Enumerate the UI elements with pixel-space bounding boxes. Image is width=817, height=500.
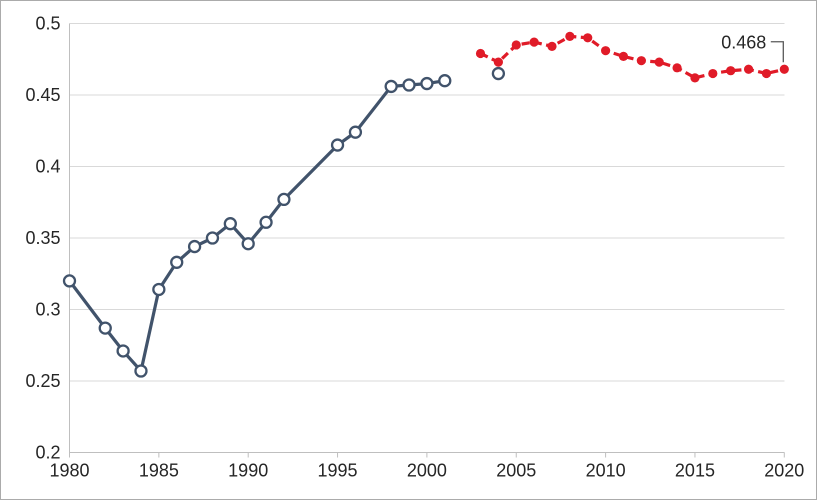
official-series-dashed-red-filled-circles-marker — [547, 41, 557, 51]
official-series-dashed-red-filled-circles-marker — [779, 64, 789, 74]
y-axis-tick-label: 0.35 — [25, 228, 60, 248]
x-axis-tick-label: 1985 — [139, 461, 179, 481]
y-axis-tick-label: 0.3 — [35, 300, 60, 320]
annotation-leader-line — [770, 41, 784, 63]
historical-estimates-solid-navy-open-circles-marker — [205, 231, 220, 245]
x-axis-tick-label: 2005 — [496, 461, 536, 481]
official-series-dashed-red-filled-circles-marker — [583, 33, 593, 43]
y-axis-tick-label: 0.45 — [25, 85, 60, 105]
historical-estimates-solid-navy-open-circles-marker — [348, 125, 363, 139]
y-axis-tick-label: 0.25 — [25, 371, 60, 391]
x-axis-tick-label: 2010 — [586, 461, 626, 481]
historical-estimates-solid-navy-open-circles-marker — [241, 237, 255, 251]
official-series-dashed-red-filled-circles-marker — [475, 48, 486, 59]
official-series-dashed-red-filled-circles-marker — [529, 37, 539, 47]
official-series-dashed-red-filled-circles-marker — [672, 63, 682, 73]
annotation-value-label: 0.468 — [721, 32, 766, 52]
historical-estimates-solid-navy-open-circles-marker — [134, 364, 148, 378]
historical-estimates-solid-navy-open-circles-marker — [438, 74, 452, 88]
historical-estimates-solid-navy-open-circles-marker — [223, 217, 237, 231]
official-series-dashed-red-filled-circles-marker — [636, 56, 646, 66]
historical-estimates-solid-navy-open-circles-marker — [420, 76, 434, 91]
x-axis-tick-label: 1995 — [318, 461, 358, 481]
official-series-dashed-red-filled-circles-marker — [511, 40, 521, 50]
historical-estimates-solid-navy-open-circles-marker — [384, 79, 398, 94]
official-series-dashed-red-filled-circles-marker — [601, 46, 611, 56]
official-series-dashed-red-filled-circles-marker — [565, 31, 575, 41]
historical-estimates-solid-navy-open-circles-marker — [152, 282, 166, 297]
official-series-dashed-red-filled-circles-marker — [493, 57, 503, 67]
official-series-dashed-red-filled-circles-marker — [708, 68, 718, 79]
historical-estimates-solid-navy-open-circles-marker — [187, 239, 202, 254]
official-series-dashed-red-filled-circles-marker — [654, 57, 664, 67]
x-axis-tick-label: 2015 — [675, 461, 715, 481]
x-axis-tick-label: 1990 — [228, 461, 268, 481]
historical-estimates-solid-navy-open-circles-marker — [116, 344, 130, 358]
historical-estimates-solid-navy-open-circles-marker — [170, 255, 184, 269]
official-series-dashed-red-filled-circles-marker — [726, 66, 736, 76]
historical-estimates-solid-navy-open-circles-marker — [62, 274, 77, 288]
historical-estimates-solid-navy-open-circles-marker — [259, 215, 273, 229]
historical-estimates-solid-navy-open-circles-marker — [330, 138, 345, 152]
historical-estimates-solid-navy-open-circles-line — [68, 79, 446, 373]
historical-estimates-solid-navy-open-circles-marker — [277, 192, 291, 207]
y-axis-tick-label: 0.5 — [35, 14, 60, 34]
historical-estimates-solid-navy-open-circles-marker — [402, 78, 416, 92]
x-axis-tick-label: 2020 — [764, 461, 804, 481]
official-series-dashed-red-filled-circles-marker — [690, 73, 700, 83]
official-series-dashed-red-filled-circles-marker — [761, 68, 772, 79]
historical-estimates-solid-navy-open-circles-marker — [98, 321, 112, 335]
isolated-estimate-open-circle-marker — [491, 66, 506, 81]
x-axis-tick-label: 1980 — [49, 461, 89, 481]
x-axis-tick-label: 2000 — [407, 461, 447, 481]
y-axis-tick-label: 0.4 — [35, 157, 60, 177]
y-axis-tick-label: 0.2 — [35, 443, 60, 463]
official-series-dashed-red-filled-circles-marker — [618, 51, 629, 61]
official-series-dashed-red-filled-circles-marker — [743, 64, 754, 74]
